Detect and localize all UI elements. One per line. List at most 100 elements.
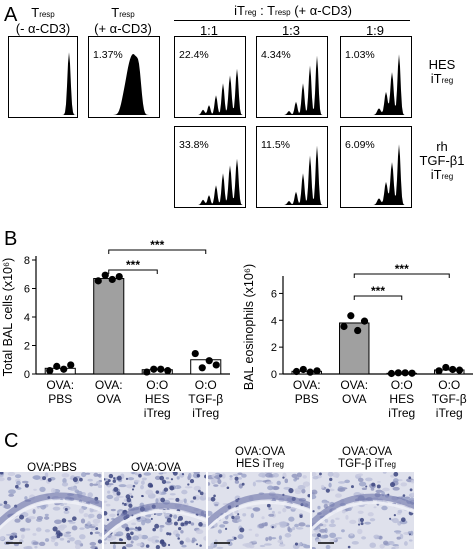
tissue-cell [34,545,38,549]
stained-nucleus [24,483,29,488]
tissue-cell [159,524,165,528]
tissue-cell [208,482,211,486]
tissue-cell [87,492,93,498]
data-point [387,369,396,378]
tissue-cell [361,487,368,491]
tissue-cell [295,477,300,480]
y-tick-label: 4 [271,315,277,327]
tissue-cell [291,473,298,478]
histogram-percent: 33.8% [179,139,209,151]
tissue-cell [335,517,340,520]
stained-nucleus [112,479,117,483]
stained-nucleus [166,517,172,523]
data-point [143,368,151,376]
tissue-cell [381,505,388,511]
stained-nucleus [408,476,412,480]
data-point [205,357,213,365]
tissue-cell [21,534,25,539]
micrograph-tgf-itreg [312,472,414,549]
tissue-cell [88,513,95,518]
stained-nucleus [188,520,192,524]
tissue-cell [7,472,16,477]
stained-nucleus [226,486,230,490]
tissue-cell [369,542,376,548]
tissue-cell [62,477,67,484]
tissue-cell [5,533,13,536]
airway-lumen-edge [104,510,206,540]
stained-nucleus [154,523,160,529]
tissue-cell [351,540,359,545]
tissue-cell [50,535,59,540]
tissue-cell [287,526,291,532]
stained-nucleus [79,477,83,482]
ratio-label: 1:1 [199,23,219,38]
tissue-cell [332,472,340,478]
stained-nucleus [104,511,108,516]
stained-nucleus [125,527,130,532]
tissue-cell [115,531,124,537]
tissue-cell [390,518,394,521]
data-point [455,366,464,374]
tissue-cell [312,494,317,500]
histogram-plot [9,52,77,115]
category-label: OVA: [95,378,123,392]
tissue-cell [110,508,116,512]
stained-nucleus [172,472,178,476]
stained-nucleus [196,474,200,478]
tissue-cell [74,539,82,546]
stained-nucleus [137,526,142,531]
tissue-cell [132,535,139,541]
tissue-cell [130,540,134,544]
tissue-cell [272,472,279,478]
tissue-cell [268,536,273,541]
tissue-cell [357,477,364,482]
tissue-cell [259,544,266,548]
tissue-cell [74,544,81,549]
stained-nucleus [187,483,190,486]
tissue-cell [92,483,99,486]
stained-nucleus [131,488,135,491]
stained-nucleus [393,513,396,517]
stained-nucleus [152,527,156,532]
tissue-cell [131,472,135,475]
tissue-cell [261,516,265,520]
stained-nucleus [64,507,68,511]
histogram-hes-1to3: 4.34% [256,36,328,118]
tissue-cell [125,543,134,548]
tissue-cell [278,535,282,540]
stained-nucleus [393,472,399,477]
tissue-cell [258,472,267,478]
row-label-hes: HES iTreg [428,57,456,86]
tissue-cell [268,507,273,511]
tissue-cell [0,536,5,541]
tissue-cell [271,510,275,514]
significance-bracket [108,249,207,254]
tissue-cell [106,494,114,500]
tissue-cell [346,507,352,512]
tissue-cell [214,503,219,507]
tissue-cell [408,539,413,542]
histogram-plot [341,54,411,115]
tissue-cell [32,532,37,536]
tissue-cell [79,527,85,530]
micrograph-ova-ova [104,472,206,549]
stained-nucleus [160,497,166,503]
stained-nucleus [168,532,172,536]
stained-nucleus [266,503,271,508]
histogram-hes-1to1: 22.4% [174,36,246,118]
category-label: TGF-β [432,392,467,406]
tissue-cell [358,481,367,487]
histogram-plot [175,68,245,115]
micro-label: OVA:OVA TGF-β iTreg [338,446,396,470]
stained-nucleus [166,532,170,536]
stained-nucleus [107,479,111,483]
data-point [435,367,443,375]
tissue-cell [67,519,73,523]
tissue-cell [297,484,306,490]
data-point [442,363,450,372]
tissue-cell [105,503,111,507]
stained-nucleus [231,515,235,520]
stained-nucleus [72,516,77,521]
histogram-tgf-1to1: 33.8% [174,126,246,208]
data-point [191,349,199,358]
